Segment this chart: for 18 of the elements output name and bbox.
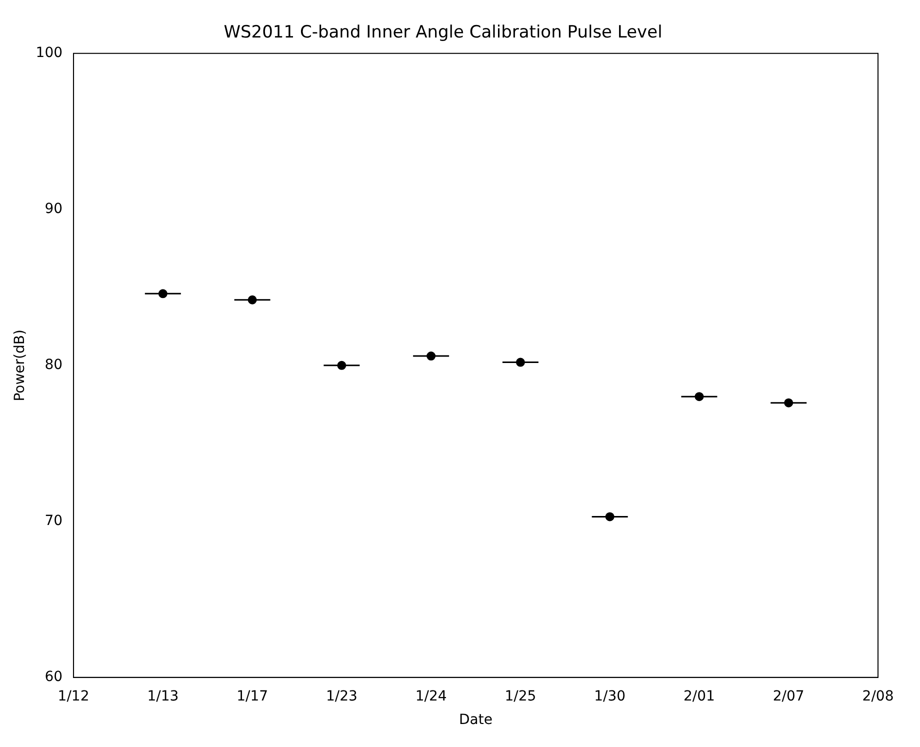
x-tick-label: 2/07 [772,688,804,704]
y-tick-label: 100 [36,45,63,62]
x-axis-title: Date [459,712,492,728]
x-tick-label: 1/25 [504,688,536,704]
y-axis-title: Power(dB) [12,330,28,402]
x-tick-label: 1/30 [594,688,626,704]
x-tick-label: 2/01 [684,688,715,704]
y-tick-label: 90 [44,201,63,218]
y-tick-label: 80 [44,357,63,374]
y-tick-label: 70 [44,513,63,530]
x-tick-label: 1/23 [326,688,358,704]
x-tick-label: 1/12 [58,688,90,704]
chart-title: WS2011 C-band Inner Angle Calibration Pulse Level [224,22,662,43]
y-tick-label: 60 [44,669,63,686]
x-tick-label: 1/24 [415,688,447,704]
x-tick-label: 1/17 [236,688,268,704]
x-tick-label: 2/08 [862,688,894,704]
x-tick-label: 1/13 [147,688,179,704]
